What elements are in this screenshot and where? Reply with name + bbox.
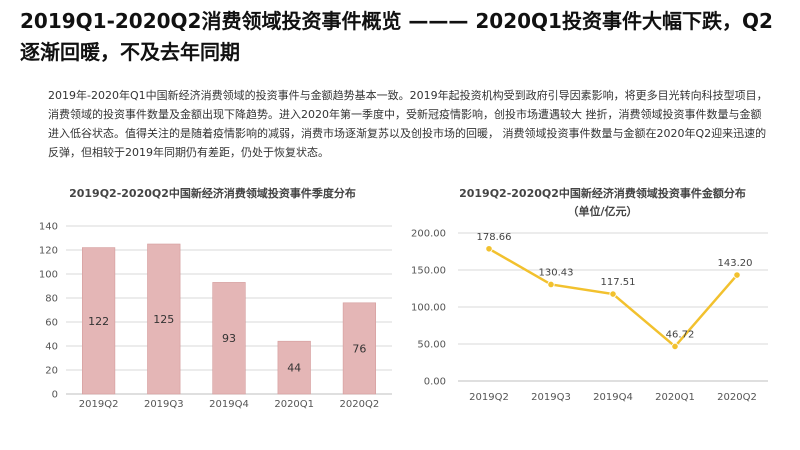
bar-x-tick-label: 2019Q2 <box>79 399 119 410</box>
line-y-tick-label: 150.00 <box>411 266 446 277</box>
line-point <box>671 342 679 351</box>
bar-value-label: 93 <box>222 332 236 345</box>
bar <box>82 247 116 395</box>
line-point <box>547 280 555 289</box>
line-point <box>485 245 493 253</box>
bar-y-tick-label: 80 <box>45 294 58 305</box>
bar <box>212 282 246 395</box>
line-point <box>609 290 617 298</box>
bar-value-label: 44 <box>287 362 301 375</box>
line-chart-subtitle: （单位/亿元） <box>567 205 638 218</box>
bar-y-tick-label: 20 <box>45 366 58 377</box>
line-x-tick-label: 2019Q3 <box>531 392 571 403</box>
line-x-tick-label: 2020Q2 <box>717 392 757 403</box>
line-y-tick-label: 50.00 <box>417 340 446 351</box>
bar <box>147 243 181 395</box>
bar-y-tick-label: 120 <box>39 246 58 257</box>
bar-x-tick-label: 2020Q1 <box>274 399 314 410</box>
bar-value-label: 76 <box>352 342 366 355</box>
line-value-label: 117.51 <box>601 277 636 288</box>
line-value-label: 130.43 <box>539 267 574 278</box>
bar-y-tick-label: 60 <box>45 318 58 329</box>
bar-y-tick-label: 140 <box>39 222 58 233</box>
line-value-label: 178.66 <box>477 232 512 243</box>
bar-chart-title: 2019Q2-2020Q2中国新经济消费领域投资事件季度分布 <box>69 187 356 200</box>
line-x-tick-label: 2019Q2 <box>469 392 509 403</box>
bar-y-tick-label: 100 <box>39 270 58 281</box>
bar-value-label: 122 <box>88 315 109 328</box>
page-title: 2019Q1-2020Q2消费领域投资事件概览 ——— 2020Q1投资事件大幅… <box>20 9 773 64</box>
line-x-tick-label: 2020Q1 <box>655 392 695 403</box>
line-y-tick-label: 0.00 <box>424 377 446 388</box>
bar-y-tick-label: 40 <box>45 342 58 353</box>
line-value-label: 46.72 <box>666 329 695 340</box>
bar <box>342 302 377 395</box>
line-point <box>733 271 741 279</box>
line-x-tick-label: 2019Q4 <box>593 392 633 403</box>
bar-value-label: 125 <box>153 313 174 326</box>
line-y-tick-label: 100.00 <box>411 303 446 314</box>
line-chart-title: 2019Q2-2020Q2中国新经济消费领域投资事件金额分布 （单位/亿元） <box>410 185 795 221</box>
intro-paragraph: 2019年-2020年Q1中国新经济消费领域的投资事件与金额趋势基本一致。201… <box>48 89 768 159</box>
bar-x-tick-label: 2020Q2 <box>340 399 380 410</box>
line-value-label: 143.20 <box>718 258 753 269</box>
bar-x-tick-label: 2019Q3 <box>144 399 184 410</box>
line-y-tick-label: 200.00 <box>411 229 446 240</box>
bar-x-tick-label: 2019Q4 <box>209 399 249 410</box>
line-chart-title-main: 2019Q2-2020Q2中国新经济消费领域投资事件金额分布 <box>459 187 746 200</box>
bar-y-tick-label: 0 <box>52 390 58 401</box>
bar <box>277 340 311 395</box>
